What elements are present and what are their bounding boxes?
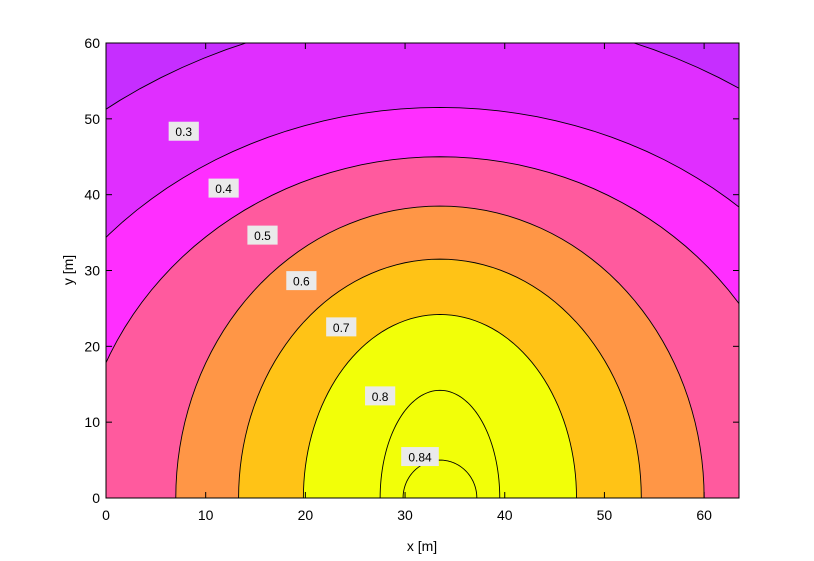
x-axis-label: x [m] (407, 538, 437, 554)
contour-label-text: 0.7 (333, 321, 350, 335)
contour-label-text: 0.6 (293, 275, 310, 289)
contour-label-0-8: 0.8 (365, 386, 396, 406)
contour-label-box (401, 447, 439, 467)
contour-line-0-84 (379, 389, 501, 498)
contour-label-0-84: 0.84 (401, 447, 439, 467)
contour-line-0-7 (238, 258, 642, 498)
y-tick-label: 50 (84, 111, 100, 127)
contour-label-0-7: 0.7 (326, 317, 357, 337)
contour-label-box (286, 271, 317, 291)
y-tick-label: 10 (84, 414, 100, 430)
y-axis-label: y [m] (60, 255, 76, 285)
contour-label-0-5: 0.5 (247, 225, 278, 245)
x-tick-label: 30 (397, 507, 413, 523)
contour-label-box (168, 121, 199, 141)
contour-line-0-8 (302, 314, 577, 498)
contour-fill-0-84 (380, 390, 500, 498)
contour-fill-0-85 (403, 460, 477, 498)
contour-lines (106, 43, 739, 498)
contour-label-text: 0.84 (408, 451, 432, 465)
contour-label-0-3: 0.3 (168, 121, 199, 141)
contour-label-text: 0.3 (175, 125, 192, 139)
contour-label-text: 0.8 (372, 390, 389, 404)
y-axis-ticks: 0 10 20 30 40 50 60 (84, 35, 739, 506)
x-tick-label: 20 (298, 507, 314, 523)
x-tick-label: 60 (696, 507, 712, 523)
x-tick-label: 10 (198, 507, 214, 523)
contour-label-0-4: 0.4 (208, 178, 239, 198)
contour-labels: 0.3 0.4 0.5 0.6 0.7 0.8 0.84 (168, 121, 439, 467)
contour-label-box (365, 386, 396, 406)
x-axis-ticks: 0 10 20 30 40 50 60 (102, 43, 712, 523)
contour-label-0-6: 0.6 (286, 271, 317, 291)
contour-line-0-4 (106, 107, 739, 498)
y-tick-label: 60 (84, 35, 100, 51)
y-tick-label: 30 (84, 263, 100, 279)
contour-fills (106, 43, 739, 498)
y-tick-label: 0 (92, 490, 100, 506)
contour-label-text: 0.5 (254, 229, 271, 243)
y-tick-label: 20 (84, 338, 100, 354)
y-tick-label: 40 (84, 187, 100, 203)
contour-label-box (208, 178, 239, 198)
contour-label-box (326, 317, 357, 337)
contour-line-0-5 (106, 156, 739, 498)
contour-line-0-6 (175, 205, 705, 498)
contour-line-0-85 (402, 459, 478, 498)
contour-label-box (247, 225, 278, 245)
contour-label-text: 0.4 (215, 182, 232, 196)
x-tick-label: 50 (597, 507, 613, 523)
x-tick-label: 0 (102, 507, 110, 523)
x-tick-label: 40 (497, 507, 513, 523)
